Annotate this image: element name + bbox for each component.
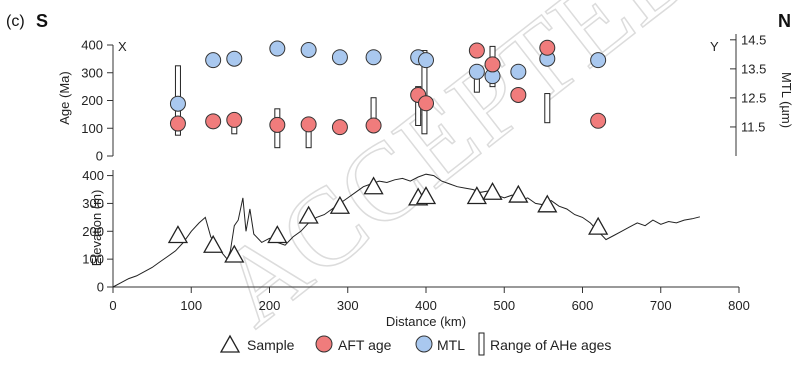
sample-triangle xyxy=(329,195,351,214)
distance-tick-label: 500 xyxy=(493,298,515,313)
distance-axis-title: Distance (km) xyxy=(386,314,466,329)
aft-point xyxy=(331,119,348,136)
mtl-point xyxy=(226,50,243,67)
age-tick-label: 400 xyxy=(81,38,103,53)
mtl-point xyxy=(510,63,527,80)
legend: Sample AFT age MTL Range of AHe ages xyxy=(219,332,611,356)
aft-point xyxy=(269,116,286,133)
legend-blue-circle-icon xyxy=(415,335,433,353)
elevation-tick-group: 0 100 200 300 400 xyxy=(82,168,113,295)
mtl-point xyxy=(365,49,382,66)
legend-item-mtl: MTL xyxy=(415,335,465,353)
mtl-point xyxy=(331,49,348,66)
elevation-tick-label: 300 xyxy=(82,196,104,211)
legend-red-circle-icon xyxy=(315,335,333,353)
distance-tick-label: 300 xyxy=(337,298,359,313)
ahe-range-bar xyxy=(544,93,551,124)
age-tick-group: 0 100 200 300 400 xyxy=(81,38,113,164)
age-mtl-panel: X Y 0 100 200 300 400 11.5 12.5 13.5 14.5 Age (… xyxy=(57,32,794,163)
mtl-tick-label: 11.5 xyxy=(741,119,765,134)
age-tick-label: 0 xyxy=(96,149,103,164)
mtl-point xyxy=(468,63,485,80)
x-corner-label: X xyxy=(118,39,127,54)
legend-triangle-icon xyxy=(219,334,241,353)
mtl-point xyxy=(169,95,186,112)
mtl-point xyxy=(590,52,607,69)
distance-tick-label: 600 xyxy=(572,298,594,313)
sample-triangle xyxy=(363,176,384,195)
mtl-tick-label: 14.5 xyxy=(741,32,766,47)
sample-triangle xyxy=(203,234,224,253)
panel-label: (c) xyxy=(6,13,25,30)
legend-item-sample: Sample xyxy=(219,334,295,353)
legend-item-aft: AFT age xyxy=(315,335,392,353)
sample-triangle xyxy=(167,225,189,244)
legend-open-bar-icon xyxy=(478,332,485,356)
aft-point xyxy=(226,111,243,128)
sample-triangle xyxy=(588,216,609,235)
north-label: N xyxy=(778,11,791,31)
elevation-tick-label: 400 xyxy=(82,168,104,183)
aft-point xyxy=(484,56,501,73)
aft-point xyxy=(169,115,186,132)
sample-triangle xyxy=(415,186,437,205)
mtl-tick-label: 12.5 xyxy=(741,90,766,105)
south-label: S xyxy=(36,11,48,31)
age-tick-label: 300 xyxy=(81,65,103,80)
sample-triangle xyxy=(508,184,529,203)
mtl-point xyxy=(269,40,286,57)
distance-tick-label: 800 xyxy=(728,298,750,313)
legend-label-mtl: MTL xyxy=(437,337,465,353)
aft-point xyxy=(205,113,222,130)
aft-point xyxy=(510,86,527,103)
ahe-range-bar xyxy=(305,130,312,149)
sample-triangle xyxy=(298,205,319,224)
elevation-tick-label: 200 xyxy=(82,224,104,239)
mtl-axis-title: MTL (µm) xyxy=(779,72,794,128)
sample-triangle xyxy=(466,186,487,205)
sample-triangle xyxy=(224,244,245,263)
distance-tick-label: 100 xyxy=(180,298,202,313)
mtl-tick-label: 13.5 xyxy=(741,61,766,76)
distance-tick-label: 700 xyxy=(650,298,672,313)
aft-points xyxy=(169,39,607,136)
aft-point xyxy=(468,42,485,59)
distance-tick-label: 400 xyxy=(415,298,437,313)
sample-triangle xyxy=(537,194,558,213)
y-corner-label: Y xyxy=(710,39,719,54)
aft-point xyxy=(590,112,607,129)
aft-point xyxy=(300,116,317,133)
distance-tick-label: 0 xyxy=(109,298,116,313)
age-axis-title: Age (Ma) xyxy=(57,71,72,124)
aft-point xyxy=(539,39,556,56)
aft-point xyxy=(365,117,382,134)
distance-tick-group: 0 100 200 300 400 500 600 700 800 xyxy=(109,287,750,313)
sample-triangle xyxy=(267,225,288,244)
sample-triangle xyxy=(482,181,503,200)
legend-label-ahe: Range of AHe ages xyxy=(490,337,611,353)
legend-label-aft: AFT age xyxy=(338,337,392,353)
elevation-tick-label: 100 xyxy=(82,252,104,267)
legend-label-sample: Sample xyxy=(247,337,295,353)
mtl-tick-group: 11.5 12.5 13.5 14.5 xyxy=(730,32,766,134)
sample-markers xyxy=(167,176,609,263)
aft-point xyxy=(418,95,434,112)
mtl-point xyxy=(300,41,317,58)
age-tick-label: 100 xyxy=(81,121,103,136)
elevation-axis-title: Elevation (m) xyxy=(89,190,104,267)
legend-item-ahe: Range of AHe ages xyxy=(478,332,611,356)
mtl-point xyxy=(418,52,434,69)
age-tick-label: 200 xyxy=(81,93,103,108)
distance-tick-label: 200 xyxy=(259,298,281,313)
elevation-tick-label: 0 xyxy=(97,280,104,295)
mtl-point xyxy=(205,52,222,69)
mtl-points xyxy=(169,40,607,112)
